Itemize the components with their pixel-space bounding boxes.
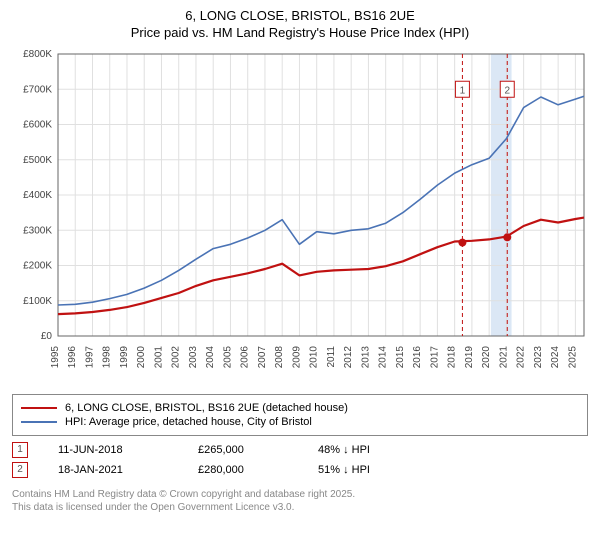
- y-tick-label: £0: [41, 331, 53, 342]
- x-tick-label: 2018: [447, 345, 458, 368]
- x-tick-label: 2004: [205, 345, 216, 368]
- x-tick-label: 2025: [567, 345, 578, 368]
- x-tick-label: 2000: [136, 345, 147, 368]
- y-tick-label: £500K: [23, 155, 52, 166]
- x-tick-label: 2003: [188, 345, 199, 368]
- x-tick-label: 2021: [498, 345, 509, 368]
- x-tick-label: 2010: [309, 345, 320, 368]
- x-tick-label: 2023: [533, 345, 544, 368]
- x-tick-label: 2012: [343, 345, 354, 368]
- point-diff: 51% ↓ HPI: [318, 464, 398, 476]
- x-tick-label: 2015: [395, 345, 406, 368]
- x-tick-label: 2001: [153, 345, 164, 368]
- chart-title: 6, LONG CLOSE, BRISTOL, BS16 2UE Price p…: [8, 8, 592, 42]
- y-tick-label: £600K: [23, 119, 52, 130]
- marker-flag-label: 2: [504, 85, 510, 96]
- y-tick-label: £800K: [23, 49, 52, 60]
- marker-dot: [458, 238, 466, 246]
- x-tick-label: 2014: [378, 345, 389, 368]
- x-tick-label: 1999: [119, 345, 130, 368]
- point-price: £280,000: [198, 464, 288, 476]
- chart-area: £0 £100K £200K £300K £400K £500K £600K £700K £80…: [10, 48, 590, 388]
- point-badge: 1: [12, 442, 28, 458]
- x-tick-label: 1998: [102, 345, 113, 368]
- x-tick-label: 2017: [429, 345, 440, 368]
- point-badge: 2: [12, 462, 28, 478]
- legend-swatch: [21, 421, 57, 423]
- legend-item: 6, LONG CLOSE, BRISTOL, BS16 2UE (detach…: [21, 401, 579, 415]
- point-price: £265,000: [198, 444, 288, 456]
- point-date: 11-JUN-2018: [58, 444, 168, 456]
- y-tick-label: £200K: [23, 260, 52, 271]
- legend-item: HPI: Average price, detached house, City…: [21, 415, 579, 429]
- footer-attribution: Contains HM Land Registry data © Crown c…: [12, 488, 588, 514]
- x-tick-label: 1997: [84, 345, 95, 368]
- x-tick-label: 2005: [222, 345, 233, 368]
- x-tick-label: 2020: [481, 345, 492, 368]
- y-tick-label: £700K: [23, 84, 52, 95]
- x-tick-label: 2016: [412, 345, 423, 368]
- x-tick-label: 2007: [257, 345, 268, 368]
- x-tick-label: 2008: [274, 345, 285, 368]
- y-tick-label: £100K: [23, 296, 52, 307]
- x-tick-label: 2024: [550, 345, 561, 368]
- point-date: 18-JAN-2021: [58, 464, 168, 476]
- x-tick-label: 2022: [516, 345, 527, 368]
- x-tick-label: 2009: [291, 345, 302, 368]
- y-tick-label: £400K: [23, 190, 52, 201]
- title-line1: 6, LONG CLOSE, BRISTOL, BS16 2UE: [8, 8, 592, 25]
- legend: 6, LONG CLOSE, BRISTOL, BS16 2UE (detach…: [12, 394, 588, 436]
- marker-dot: [503, 233, 511, 241]
- x-tick-label: 2019: [464, 345, 475, 368]
- legend-label: HPI: Average price, detached house, City…: [65, 416, 312, 428]
- point-diff: 48% ↓ HPI: [318, 444, 398, 456]
- line-chart: £0 £100K £200K £300K £400K £500K £600K £700K £80…: [10, 48, 590, 388]
- x-tick-label: 2013: [360, 345, 371, 368]
- x-tick-label: 1995: [50, 345, 61, 368]
- sale-point-row: 2 18-JAN-2021 £280,000 51% ↓ HPI: [12, 460, 588, 480]
- x-tick-label: 1996: [67, 345, 78, 368]
- sale-points-table: 1 11-JUN-2018 £265,000 48% ↓ HPI 2 18-JAN-202…: [12, 440, 588, 480]
- legend-swatch: [21, 407, 57, 409]
- title-line2: Price paid vs. HM Land Registry's House …: [8, 25, 592, 42]
- footer-line1: Contains HM Land Registry data © Crown c…: [12, 488, 588, 501]
- x-tick-label: 2006: [240, 345, 251, 368]
- x-tick-label: 2002: [171, 345, 182, 368]
- marker-flag-label: 1: [460, 85, 466, 96]
- footer-line2: This data is licensed under the Open Gov…: [12, 501, 588, 514]
- x-tick-label: 2011: [326, 345, 337, 367]
- sale-point-row: 1 11-JUN-2018 £265,000 48% ↓ HPI: [12, 440, 588, 460]
- y-tick-label: £300K: [23, 225, 52, 236]
- legend-label: 6, LONG CLOSE, BRISTOL, BS16 2UE (detach…: [65, 402, 348, 414]
